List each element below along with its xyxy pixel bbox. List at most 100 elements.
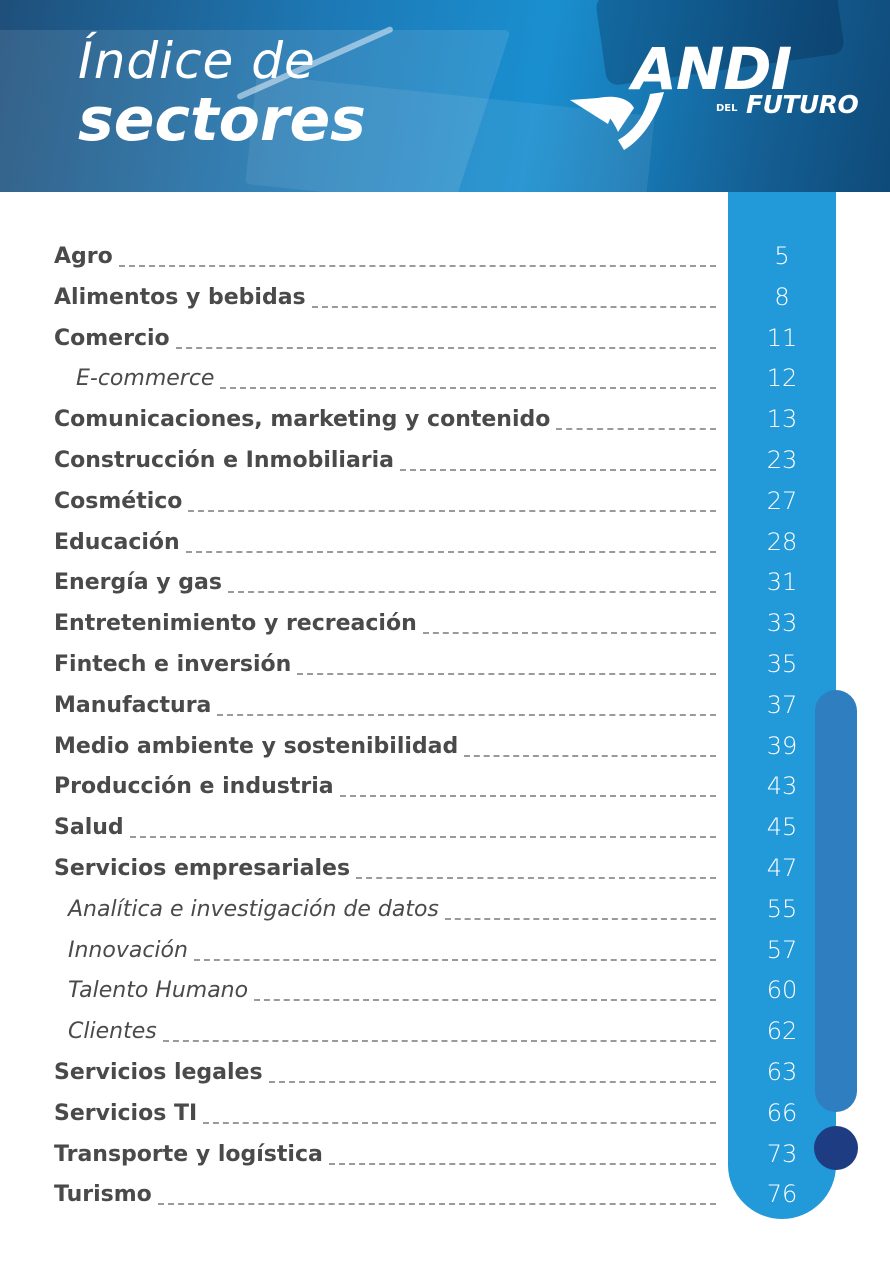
logo-andi-text: ANDI — [632, 35, 792, 103]
index-subentry-label: E-commerce — [76, 366, 215, 392]
index-entry-label: Servicios TI — [54, 1100, 198, 1126]
dot-leader — [356, 877, 716, 879]
index-entry-label: Comunicaciones, marketing y contenido — [54, 407, 551, 433]
index-entry-label: Educación — [54, 529, 180, 555]
dot-leader — [194, 958, 716, 961]
page-number: 73 — [766, 1139, 798, 1168]
index-entry[interactable]: Energía y gas 31 — [0, 563, 890, 603]
page-number: 57 — [766, 935, 798, 964]
index-entry-label: Alimentos y bebidas — [54, 284, 306, 310]
index-entry-label: Producción e industria — [54, 774, 334, 800]
dot-leader — [119, 265, 716, 267]
decorative-accent-dot — [814, 1126, 858, 1170]
index-entry[interactable]: Talento Humano 60 — [0, 971, 890, 1011]
index-entry-label: Fintech e inversión — [54, 652, 292, 677]
logo-del-text: DEL — [716, 103, 738, 114]
index-entry[interactable]: Medio ambiente y sostenibilidad 39 — [0, 727, 890, 767]
index-entry-label: Turismo — [54, 1182, 152, 1208]
index-entry[interactable]: Manufactura 37 — [0, 686, 890, 726]
page-number: 37 — [766, 690, 798, 719]
index-entry[interactable]: Agro 5 — [0, 237, 890, 277]
dot-leader — [220, 387, 716, 390]
index-entry[interactable]: Turismo 76 — [0, 1175, 890, 1215]
dot-leader — [312, 305, 716, 308]
page-number: 62 — [766, 1017, 798, 1046]
page-number: 28 — [766, 527, 798, 556]
index-entry[interactable]: Producción e industria 43 — [0, 767, 890, 807]
page-number: 45 — [766, 813, 798, 842]
index-entry[interactable]: Salud 45 — [0, 808, 890, 848]
andi-logo: ANDI DEL FUTURO — [568, 35, 859, 160]
dot-leader — [186, 550, 716, 553]
dot-leader — [158, 1203, 716, 1206]
index-entry[interactable]: Clientes 62 — [0, 1012, 890, 1052]
index-entry-label: Comercio — [54, 325, 170, 351]
index-entry[interactable]: Construcción e Inmobiliaria 23 — [0, 441, 890, 481]
index-entry[interactable]: Entretenimiento y recreación 33 — [0, 604, 890, 644]
index-entry[interactable]: Servicios empresariales 47 — [0, 849, 890, 889]
index-entry[interactable]: Educación 28 — [0, 523, 890, 563]
index-entry[interactable]: Alimentos y bebidas 8 — [0, 278, 890, 318]
page-number: 63 — [766, 1058, 798, 1086]
index-entry-label: Energía y gas — [54, 570, 222, 596]
index-entry-label: Manufactura — [54, 692, 212, 718]
page-number: 47 — [766, 854, 798, 882]
page-number: 39 — [766, 731, 798, 760]
index-subentry-label: Talento Humano — [68, 978, 249, 1004]
dot-leader — [329, 1162, 716, 1165]
index-entry-label: Medio ambiente y sostenibilidad — [54, 733, 459, 759]
page-number: 66 — [766, 1098, 798, 1127]
header-banner: Índice de sectores ANDI DEL FUTURO — [0, 0, 890, 192]
page-number: 12 — [766, 364, 798, 393]
page-number: 55 — [766, 894, 798, 923]
page-number: 13 — [766, 405, 798, 434]
dot-leader — [423, 632, 716, 635]
dot-leader — [400, 469, 716, 471]
index-entry-label: Entretenimiento y recreación — [54, 611, 417, 637]
page-number: 60 — [766, 976, 798, 1005]
index-entry-label: Construcción e Inmobiliaria — [54, 448, 395, 473]
index-entry[interactable]: Servicios TI 66 — [0, 1094, 890, 1134]
andi-logo-mark-icon — [570, 92, 664, 150]
index-entry[interactable]: Servicios legales 63 — [0, 1053, 890, 1093]
dot-leader — [464, 754, 716, 757]
page-number: 23 — [766, 446, 798, 474]
dot-leader — [176, 346, 716, 349]
index-subentry-label: Analítica e investigación de datos — [68, 896, 439, 922]
page-number: 43 — [766, 772, 798, 801]
page-number: 11 — [766, 323, 798, 352]
page-number: 76 — [766, 1180, 798, 1209]
decorative-accent-bar — [815, 690, 857, 1112]
index-entry[interactable]: Transporte y logística 73 — [0, 1135, 890, 1175]
index-entry-label: Salud — [54, 815, 124, 841]
dot-leader — [254, 999, 716, 1002]
index-entry-label: Servicios empresariales — [54, 856, 351, 881]
index-entry[interactable]: Comercio 11 — [0, 319, 890, 359]
page-title-line2: sectores — [78, 85, 366, 155]
page-number: 8 — [774, 282, 790, 311]
index-entry[interactable]: E-commerce 12 — [0, 359, 890, 399]
index-subentry-label: Innovación — [68, 937, 188, 963]
page-number: 27 — [766, 486, 798, 515]
dot-leader — [217, 713, 716, 716]
dot-leader — [340, 795, 716, 798]
index-entry[interactable]: Fintech e inversión 35 — [0, 645, 890, 685]
page-title-line1: Índice de — [78, 32, 316, 90]
dot-leader — [203, 1121, 716, 1124]
page-number: 31 — [766, 568, 798, 597]
page-number: 33 — [766, 609, 798, 638]
index-entry-label: Servicios legales — [54, 1060, 263, 1085]
index-entry[interactable]: Cosmético 27 — [0, 482, 890, 522]
dot-leader — [556, 428, 716, 431]
dot-leader — [445, 917, 716, 920]
dot-leader — [269, 1081, 716, 1083]
index-entry[interactable]: Comunicaciones, marketing y contenido 13 — [0, 400, 890, 440]
index-entry[interactable]: Analítica e investigación de datos 55 — [0, 890, 890, 930]
dot-leader — [163, 1040, 716, 1043]
index-entry[interactable]: Innovación 57 — [0, 931, 890, 971]
page-number: 5 — [774, 242, 790, 270]
dot-leader — [228, 591, 716, 594]
page-number: 35 — [766, 650, 798, 678]
index-entry-label: Agro — [54, 244, 113, 269]
index-entry-label: Cosmético — [54, 488, 183, 514]
